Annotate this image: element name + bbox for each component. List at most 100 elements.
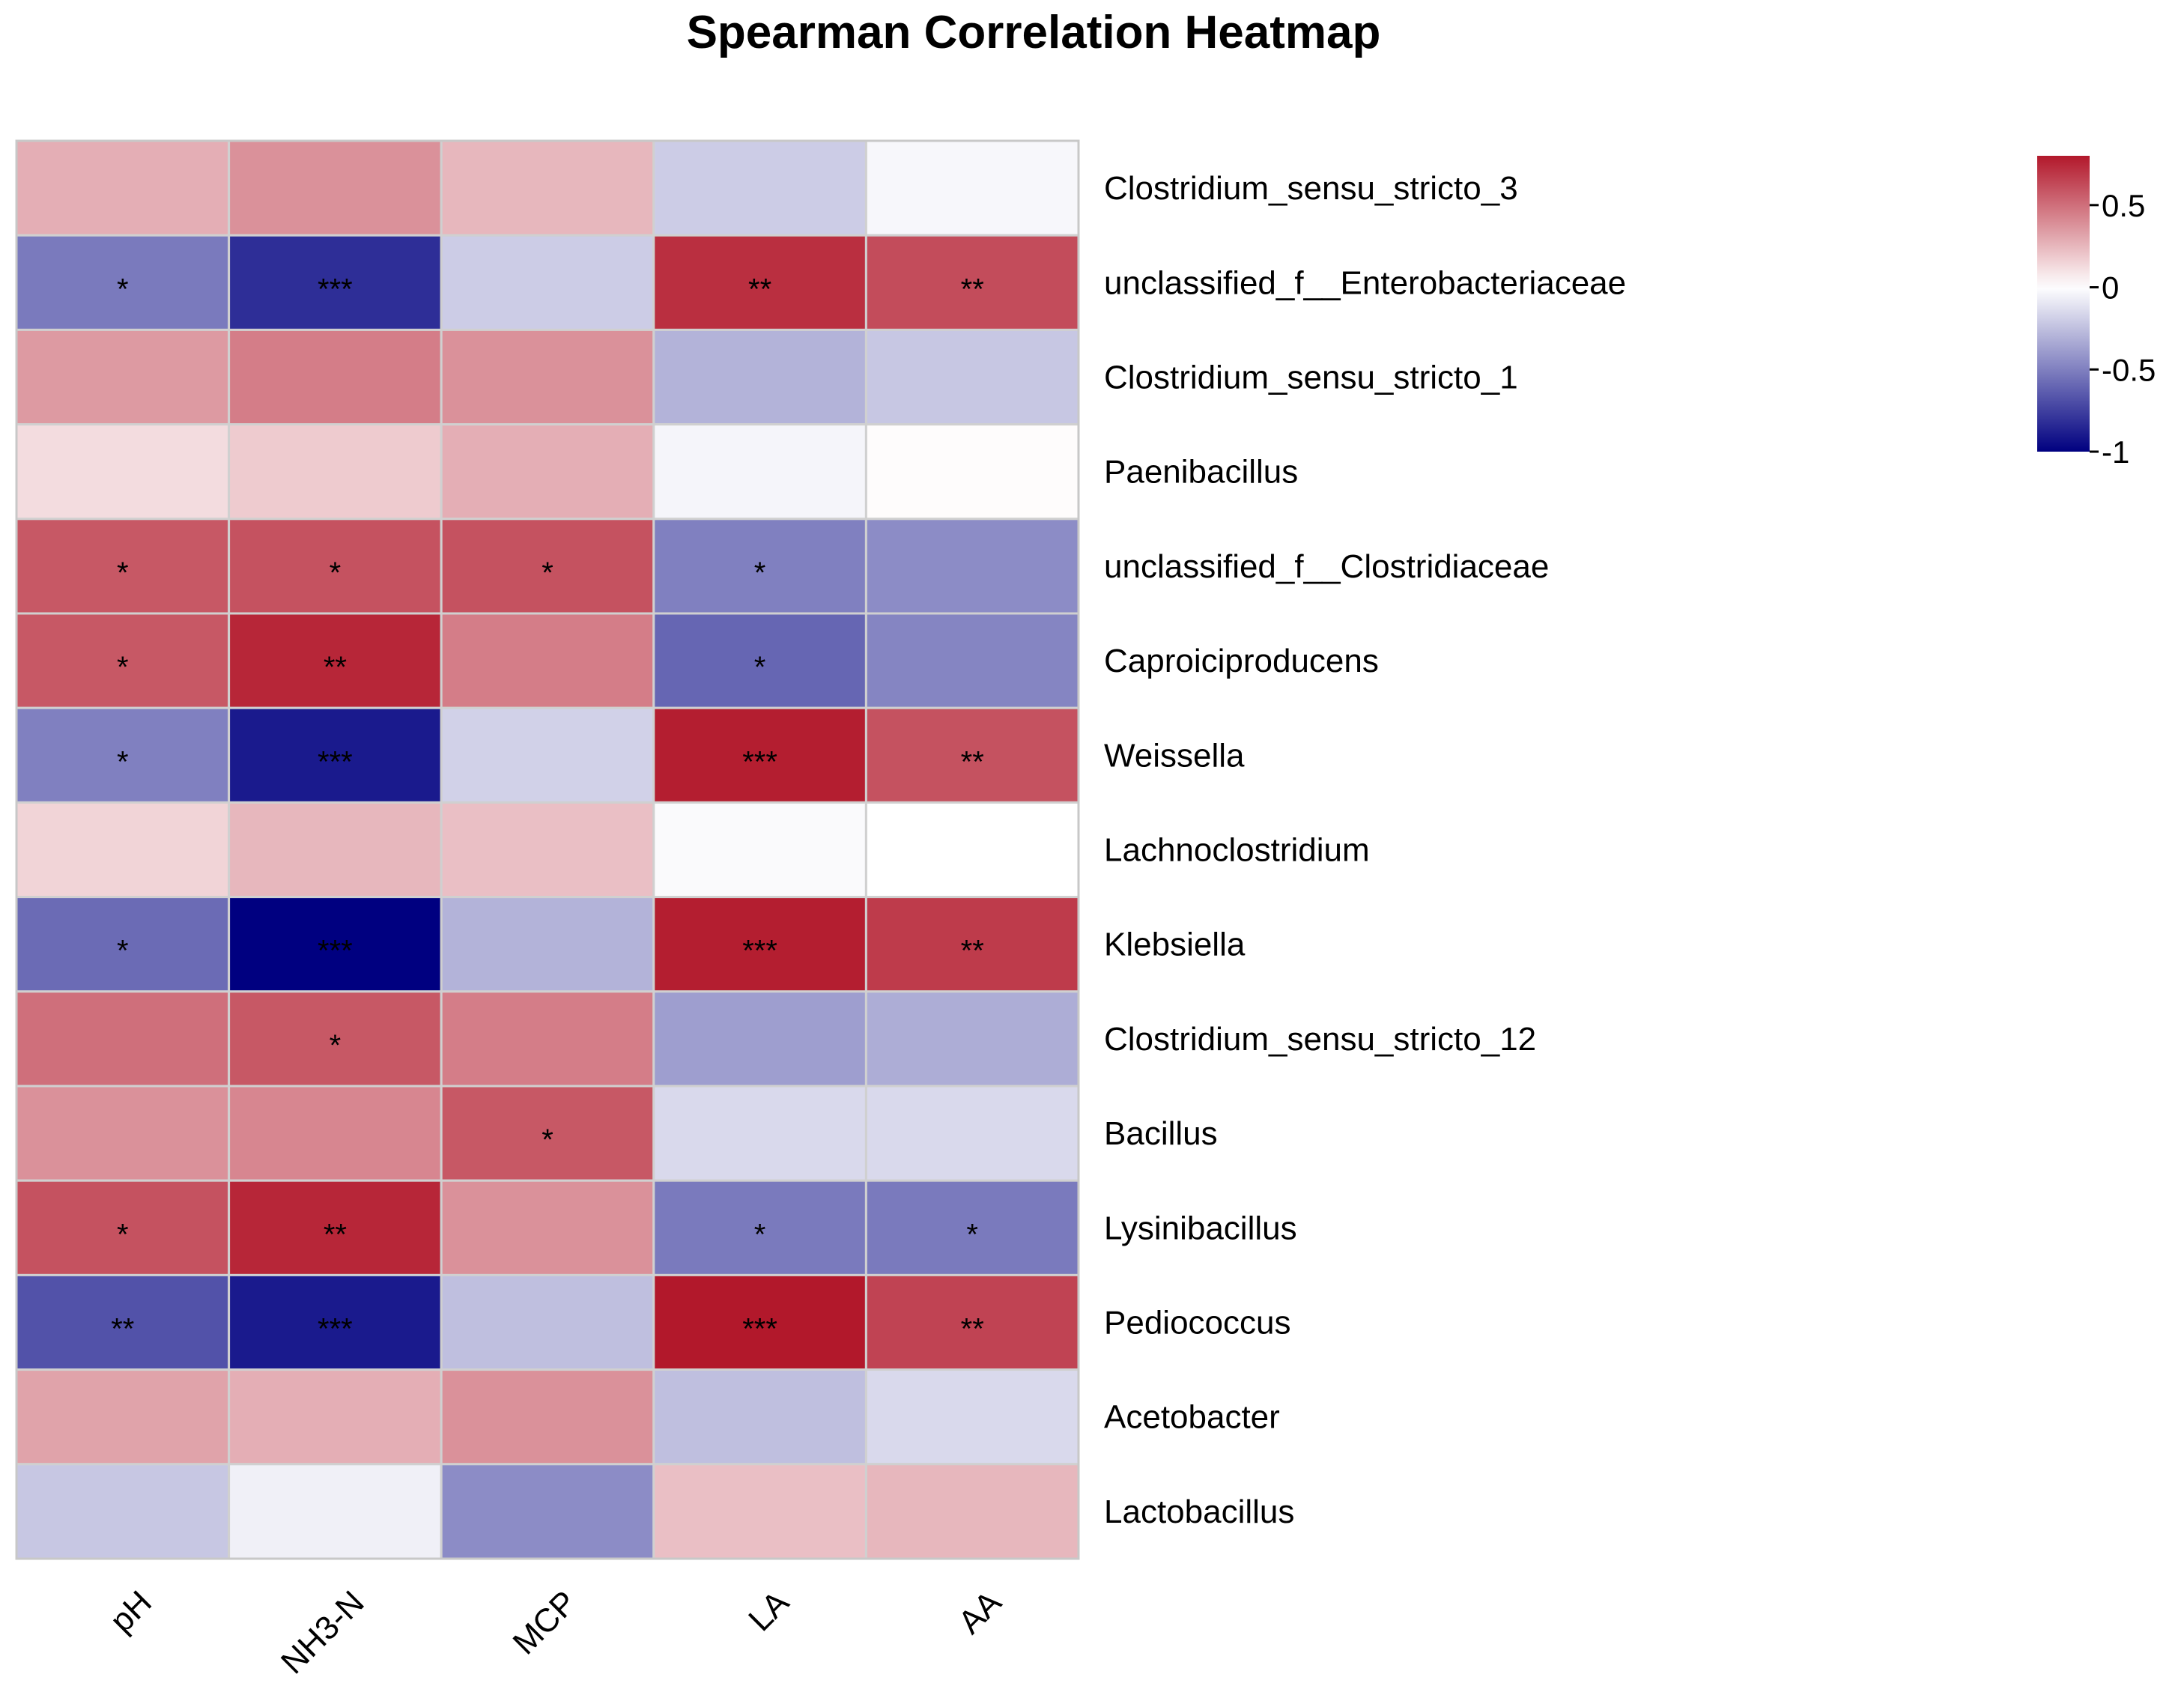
heatmap-cell	[228, 328, 443, 426]
row-label: Lysinibacillus	[1104, 1210, 1297, 1246]
heatmap-cell	[864, 139, 1080, 237]
heatmap-cell	[15, 423, 231, 521]
heatmap-cell	[15, 1368, 231, 1466]
heatmap-cell	[440, 234, 655, 331]
heatmap-cell	[652, 518, 867, 615]
heatmap-cell	[15, 706, 231, 804]
row-label: Pediococcus	[1104, 1305, 1290, 1341]
heatmap-cell	[864, 328, 1080, 426]
heatmap-cell	[652, 706, 867, 804]
heatmap-cell	[15, 139, 231, 237]
heatmap-cell	[440, 423, 655, 521]
column-labels: pH NH3-N MCP LA AA	[103, 1583, 1009, 1681]
significance-mark: ***	[742, 1313, 777, 1346]
row-label: Clostridium_sensu_stricto_1	[1104, 360, 1518, 396]
row-label: Clostridium_sensu_stricto_3	[1104, 170, 1518, 207]
heatmap-cell	[228, 612, 443, 709]
heatmap-cell	[652, 896, 867, 993]
row-label: Clostridium_sensu_stricto_12	[1104, 1021, 1536, 1058]
heatmap-cell	[440, 612, 655, 709]
row-label: Lactobacillus	[1104, 1494, 1294, 1530]
significance-mark: ***	[318, 935, 353, 968]
column-label: pH	[103, 1584, 159, 1640]
heatmap-cell	[15, 990, 231, 1088]
heatmap-cell	[440, 1179, 655, 1276]
heatmap-cell	[652, 1085, 867, 1182]
row-label: Acetobacter	[1104, 1399, 1280, 1436]
significance-mark: ***	[742, 935, 777, 968]
heatmap-cell	[440, 896, 655, 993]
heatmap-cell	[440, 706, 655, 804]
significance-mark: *	[117, 273, 129, 306]
row-label: Paenibacillus	[1104, 454, 1298, 491]
heatmap-cell	[228, 1179, 443, 1276]
heatmap-cells	[15, 139, 1080, 1560]
heatmap-cell	[440, 801, 655, 899]
heatmap-cell	[440, 1463, 655, 1560]
row-label: Bacillus	[1104, 1115, 1218, 1152]
heatmap-cell	[864, 612, 1080, 709]
heatmap-cell	[228, 1085, 443, 1182]
chart-title: Spearman Correlation Heatmap	[687, 7, 1381, 58]
significance-mark: *	[117, 557, 129, 589]
heatmap-cell	[228, 990, 443, 1088]
significance-mark: ***	[318, 273, 353, 306]
significance-mark: **	[111, 1313, 134, 1346]
heatmap-cell	[864, 1085, 1080, 1182]
significance-mark: ***	[318, 1313, 353, 1346]
heatmap-cell	[228, 896, 443, 993]
significance-mark: **	[961, 745, 984, 778]
heatmap-cell	[228, 1273, 443, 1371]
heatmap-cell	[864, 896, 1080, 993]
heatmap-cell	[652, 1273, 867, 1371]
heatmap-cell	[15, 1179, 231, 1276]
heatmap-cell	[864, 990, 1080, 1088]
heatmap-cell	[228, 518, 443, 615]
heatmap-cell	[652, 234, 867, 331]
heatmap-cell	[228, 801, 443, 899]
heatmap-cell	[652, 423, 867, 521]
significance-mark: *	[117, 745, 129, 778]
significance-mark: *	[542, 1124, 553, 1156]
color-legend: 0.5 0 -0.5 -1	[2037, 156, 2156, 470]
significance-mark: ***	[318, 745, 353, 778]
row-label: unclassified_f__Clostridiaceae	[1104, 548, 1549, 585]
significance-marks: * *** ** *** * * ** ** ** *** *** *** *** *** ***** ** *…	[111, 273, 984, 1345]
significance-mark: *	[330, 557, 342, 589]
legend-tick-label: 0.5	[2102, 188, 2145, 223]
heatmap-cell	[652, 1463, 867, 1560]
row-label: unclassified_f__Enterobacteriaceae	[1104, 264, 1626, 301]
column-label: AA	[951, 1583, 1009, 1641]
column-label: LA	[741, 1583, 796, 1638]
heatmap-cell	[864, 1273, 1080, 1371]
row-label: Caproiciproducens	[1104, 643, 1379, 679]
significance-mark: ***	[742, 745, 777, 778]
significance-mark: **	[324, 651, 347, 684]
significance-mark: *	[117, 935, 129, 968]
heatmap-cell	[652, 139, 867, 237]
heatmap-cell	[864, 1463, 1080, 1560]
row-labels: Clostridium_sensu_stricto_3 unclassified_…	[1104, 170, 1626, 1530]
heatmap-cell	[15, 1085, 231, 1182]
column-label: NH3-N	[274, 1584, 371, 1682]
heatmap-cell	[864, 423, 1080, 521]
legend-tick-label: -1	[2102, 434, 2129, 470]
heatmap-cell	[440, 1085, 655, 1182]
heatmap-cell	[864, 1368, 1080, 1466]
significance-mark: **	[961, 1313, 984, 1346]
significance-mark: *	[117, 1218, 129, 1251]
heatmap-cell	[864, 1179, 1080, 1276]
row-label: Weissella	[1104, 737, 1245, 774]
heatmap-cell	[15, 234, 231, 331]
significance-mark: *	[330, 1029, 342, 1062]
heatmap-cell	[440, 1273, 655, 1371]
row-label: Klebsiella	[1104, 927, 1246, 963]
significance-mark: **	[324, 1218, 347, 1251]
heatmap-cell	[652, 328, 867, 426]
grid-border	[15, 139, 1080, 1560]
heatmap-cell	[440, 328, 655, 426]
heatmap-cell	[440, 990, 655, 1088]
heatmap-cell	[440, 139, 655, 237]
row-label: Lachnoclostridium	[1104, 832, 1370, 869]
